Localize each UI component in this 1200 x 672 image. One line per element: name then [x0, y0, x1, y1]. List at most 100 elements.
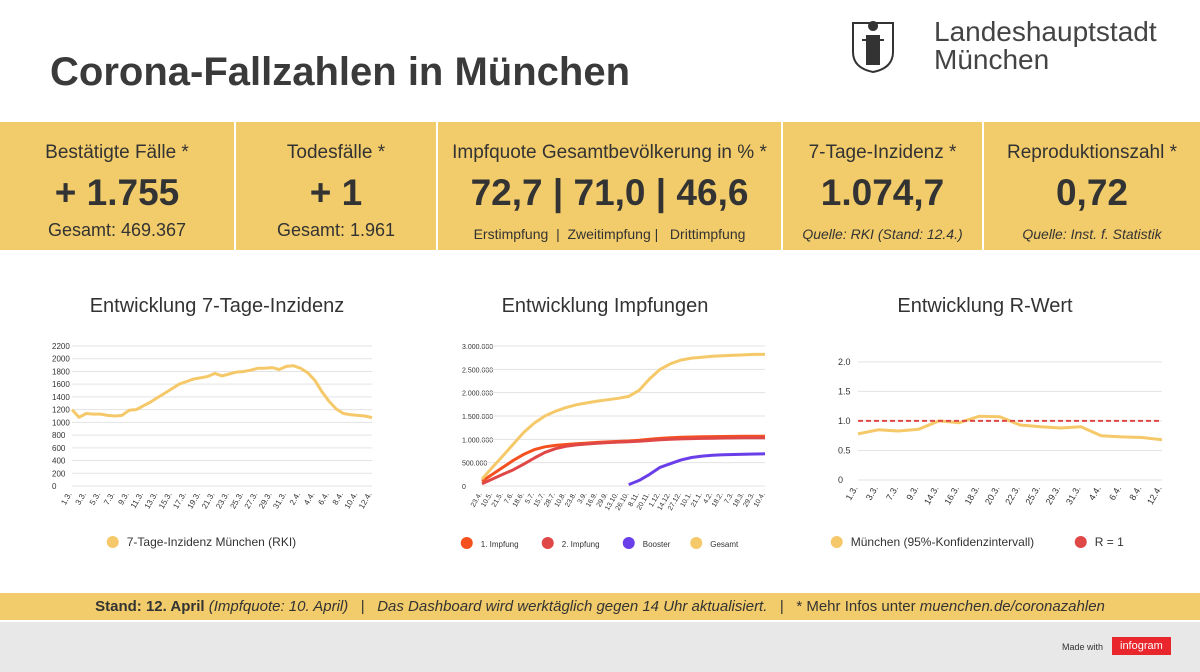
- x-tick-label: 23.8.: [564, 491, 578, 508]
- stat-sub: Gesamt: 469.367: [47, 220, 187, 240]
- stat-label: Impfquote Gesamtbevölkerung in % *: [452, 142, 767, 163]
- x-tick-label: 5.7.: [524, 491, 536, 505]
- stat-card: Impfquote Gesamtbevölkerung in % * 72,7 …: [438, 122, 783, 250]
- stat-card: Bestätigte Fälle * + 1.755 Gesamt: 469.3…: [0, 122, 236, 250]
- logo-shield: [852, 21, 894, 74]
- legend-label: Gesamt: [710, 540, 739, 549]
- logo-line: Landeshauptstadt: [934, 16, 1157, 47]
- series-line: [70, 364, 373, 420]
- footer-link[interactable]: muenchen.de/coronazahlen: [919, 598, 1105, 615]
- stat-label: Reproduktionszahl *: [1006, 142, 1178, 163]
- stat-value: 0,72: [1055, 172, 1128, 213]
- x-tick-label: 31.3.: [271, 491, 288, 511]
- x-tick-label: 12.4.: [1145, 484, 1164, 506]
- y-tick-label: 0: [462, 484, 466, 491]
- x-tick-label: 2.4.: [288, 491, 302, 507]
- x-tick-label: 12.4.: [357, 491, 374, 511]
- footer-sep: |: [360, 598, 365, 615]
- legend-label: 2. Impfung: [562, 540, 600, 549]
- charts: Entwicklung 7-Tage-Inzidenz 0 200 400 600 800…: [52, 295, 1164, 549]
- x-tick-label: 1.3.: [844, 484, 860, 502]
- legend-marker: [541, 537, 554, 549]
- series-line: [481, 436, 766, 486]
- y-tick-label: 1600: [52, 380, 70, 389]
- y-tick-label: 1.500.000: [462, 414, 493, 421]
- logo-text: Landeshauptstadt München: [934, 18, 1157, 74]
- x-tick-label: 3.3.: [864, 484, 880, 502]
- y-tick-label: 3.000.000: [462, 344, 493, 351]
- legend-marker: [1074, 536, 1087, 548]
- x-tick-label: 18.3.: [963, 484, 982, 506]
- stat-label: 7-Tage-Inzidenz *: [808, 142, 957, 163]
- page-title: Corona-Fallzahlen in München: [50, 50, 631, 94]
- y-tick-label: 0: [838, 475, 843, 485]
- x-tick-label: 29.3.: [1044, 484, 1063, 506]
- stat-card: 7-Tage-Inzidenz * 1.074,7 Quelle: RKI (S…: [783, 122, 984, 250]
- legend-marker: [830, 536, 843, 548]
- x-tick-label: 8.4.: [1127, 484, 1143, 502]
- x-tick-label: 25.3.: [228, 491, 245, 511]
- x-tick-label: 21.5.: [491, 491, 505, 508]
- series-line: [628, 452, 766, 486]
- y-tick-label: 1.000.000: [462, 437, 493, 444]
- y-tick-label: 2.000.000: [462, 391, 493, 398]
- y-tick-label: 600: [52, 444, 66, 453]
- x-tick-label: 7.3.: [102, 491, 116, 507]
- bottom-bar: Made with infogram: [0, 622, 1200, 672]
- x-tick-label: 1.3.: [59, 491, 73, 507]
- x-tick-label: 6.4.: [1107, 484, 1123, 502]
- y-tick-label: 2200: [52, 342, 70, 351]
- y-tick-label: 800: [52, 431, 66, 440]
- x-tick-label: 3.9.: [577, 491, 589, 505]
- series-line: [480, 352, 765, 481]
- stat-card: Reproduktionszahl * 0,72 Quelle: Inst. f…: [984, 122, 1200, 250]
- footer-sep: |: [779, 598, 784, 615]
- stat-sub: Quelle: RKI (Stand: 12.4.): [802, 226, 963, 242]
- x-tick-label: 3.3.: [74, 491, 88, 507]
- y-tick-label: 0.5: [838, 445, 851, 455]
- y-tick-label: 200: [52, 469, 66, 478]
- x-tick-label: 5.3.: [88, 491, 102, 507]
- x-tick-label: 21.1.: [690, 491, 704, 508]
- made-with: Made with: [1062, 642, 1104, 652]
- y-tick-label: 1400: [52, 393, 70, 402]
- x-tick-label: 18.6.: [512, 491, 526, 508]
- legend-marker: [106, 536, 119, 548]
- x-tick-label: 21.3.: [200, 491, 217, 511]
- brand[interactable]: infogram: [1112, 637, 1171, 655]
- legend-marker: [460, 537, 473, 549]
- x-tick-label: 14.3.: [922, 484, 941, 506]
- footer-text: Das Dashboard wird werktäglich gegen 14 …: [377, 598, 768, 615]
- x-tick-label: 10.4.: [753, 491, 767, 508]
- x-tick-label: 15.3.: [157, 491, 174, 511]
- stat-sub: Erstimpfung | Zweitimpfung | Drittimpfun…: [473, 226, 746, 242]
- x-tick-label: 25.3.: [1023, 484, 1042, 506]
- x-tick-label: 10.4.: [343, 491, 360, 511]
- stat-sub: Gesamt: 1.961: [276, 220, 396, 240]
- x-tick-label: 7.3.: [884, 484, 900, 502]
- x-tick-label: 4.4.: [302, 491, 316, 507]
- x-tick-label: 9.3.: [904, 484, 920, 502]
- y-tick-label: 2000: [52, 355, 70, 364]
- stat-label: Bestätigte Fälle *: [45, 142, 189, 163]
- y-tick-label: 2.500.000: [462, 367, 493, 374]
- logo-line: München: [934, 44, 1050, 75]
- y-tick-label: 0: [52, 482, 57, 491]
- stat-value: 72,7 | 71,0 | 46,6: [470, 172, 749, 213]
- footer-text: (Impfquote: 10. April): [208, 598, 349, 615]
- chart-title: Entwicklung Impfungen: [502, 295, 709, 317]
- y-tick-label: 2.0: [838, 357, 851, 367]
- stat-value: 1.074,7: [820, 172, 945, 213]
- x-tick-label: 29.3.: [257, 491, 274, 511]
- x-tick-label: 17.3.: [171, 491, 188, 511]
- legend-label: 1. Impfung: [481, 540, 519, 549]
- stat-value: + 1.755: [54, 172, 180, 213]
- legend-label: R = 1: [1095, 535, 1124, 549]
- x-tick-label: 23.3.: [214, 491, 231, 511]
- y-tick-label: 1.0: [838, 416, 851, 426]
- x-tick-label: 22.3.: [1003, 484, 1022, 506]
- stats-band: Bestätigte Fälle * + 1.755 Gesamt: 469.3…: [0, 122, 1200, 250]
- x-tick-label: 6.4.: [316, 491, 330, 507]
- stat-label: Todesfälle *: [286, 142, 386, 163]
